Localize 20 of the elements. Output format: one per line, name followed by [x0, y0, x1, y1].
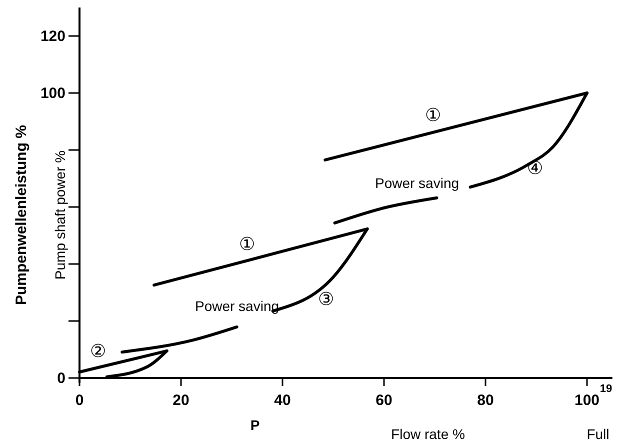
- x-tick-label: 60: [376, 392, 392, 409]
- x-tick-label: 20: [172, 392, 190, 409]
- x-tick-label: 0: [75, 392, 84, 409]
- y-axis-title: Pumpenwellenleistung %: [13, 124, 30, 306]
- annotation: ①: [425, 105, 441, 125]
- annotation: ①: [239, 234, 255, 254]
- x-tick-label: 100: [574, 392, 600, 409]
- x-tick-label: 80: [477, 392, 494, 409]
- annotation: ③: [318, 289, 334, 309]
- y-tick-label: 120: [40, 28, 66, 45]
- text: Full: [586, 426, 610, 442]
- x-tick-label: 40: [274, 392, 291, 409]
- text: Pump shaft power %: [52, 150, 68, 280]
- y-tick-label: 100: [40, 85, 66, 102]
- x-axis-title: Flow rate %: [391, 426, 465, 442]
- annotation: ②: [90, 341, 106, 361]
- y-tick-label: 0: [57, 370, 66, 387]
- text: P: [250, 417, 260, 433]
- annotation: Power saving: [374, 175, 460, 191]
- text: 19: [600, 383, 612, 395]
